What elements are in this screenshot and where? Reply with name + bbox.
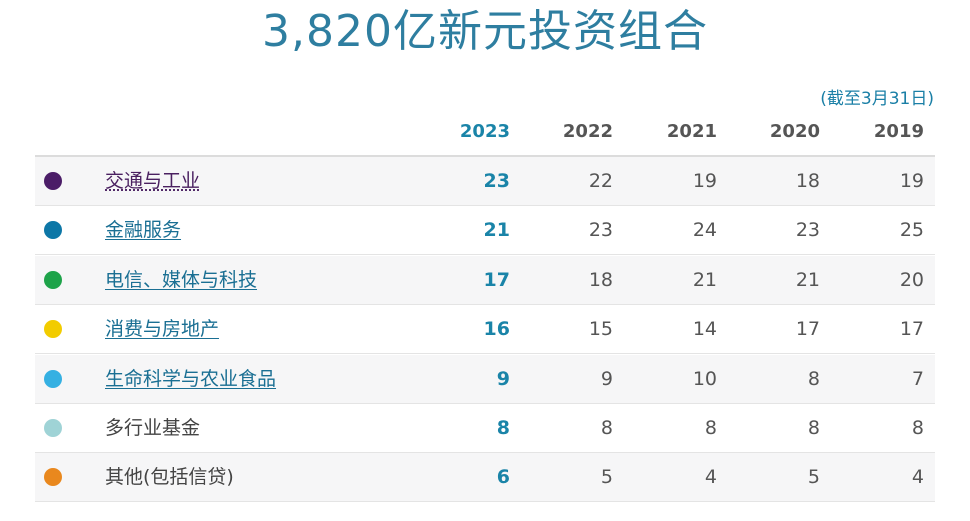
- legend-dot: [44, 320, 62, 339]
- value-cell-2020: 17: [795, 318, 820, 341]
- value-cell-2023: 23: [483, 170, 510, 192]
- value-cell-2020: 18: [795, 170, 820, 192]
- value-cell-2019: 25: [899, 219, 924, 242]
- table-row: 消费与房地产 16 15 14 17 17: [35, 305, 935, 355]
- value-cell-2022: 18: [588, 268, 613, 291]
- value-cell-2020: 23: [795, 219, 820, 242]
- value-cell-2021: 19: [692, 170, 717, 192]
- table-row: 金融服务 21 23 24 23 25: [35, 206, 935, 256]
- sector-link[interactable]: 电信、媒体与科技: [105, 268, 258, 291]
- value-cell-2019: 20: [899, 268, 924, 291]
- column-header-2021: 2021: [666, 121, 717, 142]
- value-cell-2023: 8: [496, 417, 510, 439]
- legend-dot: [44, 419, 62, 437]
- value-cell-2019: 7: [911, 367, 924, 390]
- value-cell-2021: 24: [692, 219, 717, 242]
- legend-dot: [44, 468, 62, 487]
- value-cell-2020: 8: [807, 367, 820, 390]
- value-cell-2019: 17: [899, 318, 924, 341]
- column-header-2022: 2022: [562, 121, 613, 142]
- value-cell-2022: 5: [600, 466, 613, 489]
- value-cell-2020: 5: [807, 466, 820, 489]
- portfolio-table: 2023 2022 2021 2020 2019 交通与工业 23 22 19 18 19 金融服务…: [35, 110, 935, 503]
- value-cell-2022: 22: [588, 170, 613, 192]
- value-cell-2023: 6: [496, 466, 510, 489]
- sector-link[interactable]: 消费与房地产: [105, 318, 220, 341]
- value-cell-2021: 10: [692, 367, 717, 390]
- sector-label: 多行业基金: [105, 417, 201, 439]
- table-row: 电信、媒体与科技 17 18 21 21 20: [35, 255, 935, 305]
- value-cell-2019: 8: [911, 417, 924, 439]
- table-row: 多行业基金 8 8 8 8 8: [35, 404, 935, 453]
- value-cell-2022: 15: [588, 318, 613, 341]
- table-row: 其他(包括信贷) 6 5 4 5 4: [35, 453, 935, 503]
- page-title: 3,820亿新元投资组合: [262, 6, 708, 57]
- table-row: 交通与工业 23 22 19 18 19: [35, 157, 935, 206]
- value-cell-2023: 17: [483, 268, 510, 291]
- value-cell-2022: 23: [588, 219, 613, 242]
- value-cell-2023: 16: [483, 318, 510, 341]
- value-cell-2022: 9: [600, 367, 613, 390]
- value-cell-2022: 8: [600, 417, 613, 439]
- column-header-2019: 2019: [873, 121, 924, 142]
- value-cell-2020: 8: [807, 417, 820, 439]
- value-cell-2021: 8: [704, 417, 717, 439]
- sector-link[interactable]: 交通与工业: [105, 170, 201, 192]
- legend-dot: [44, 270, 62, 289]
- table-row: 生命科学与农业食品 9 9 10 8 7: [35, 354, 935, 404]
- table-header: 2023 2022 2021 2020 2019: [35, 110, 935, 157]
- as-of-note: (截至3月31日): [820, 89, 934, 109]
- value-cell-2019: 19: [899, 170, 924, 192]
- sector-link[interactable]: 生命科学与农业食品: [105, 367, 277, 390]
- legend-dot: [44, 369, 62, 388]
- legend-dot: [44, 172, 62, 190]
- value-cell-2020: 21: [795, 268, 820, 291]
- value-cell-2021: 14: [692, 318, 717, 341]
- value-cell-2019: 4: [911, 466, 924, 489]
- legend-dot: [44, 221, 62, 240]
- value-cell-2023: 21: [483, 219, 510, 242]
- value-cell-2021: 21: [692, 268, 717, 291]
- sector-link[interactable]: 金融服务: [105, 219, 182, 242]
- sector-label: 其他(包括信贷): [105, 466, 234, 489]
- column-header-2020: 2020: [769, 121, 820, 142]
- value-cell-2021: 4: [704, 466, 717, 489]
- value-cell-2023: 9: [496, 367, 510, 390]
- column-header-2023: 2023: [459, 121, 510, 142]
